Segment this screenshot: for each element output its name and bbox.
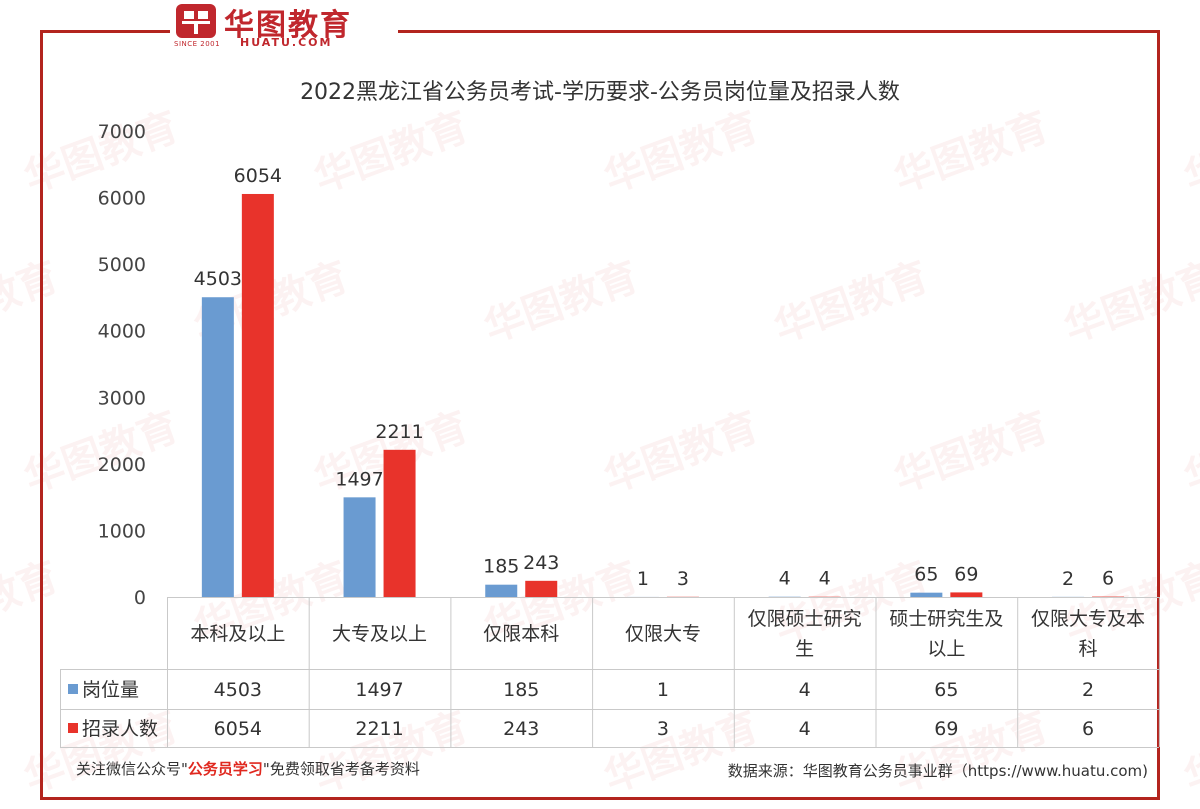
table-value-series2: 4 — [799, 718, 811, 740]
bar-series2 — [950, 592, 983, 597]
y-tick-label: 7000 — [98, 121, 146, 143]
footer-source: 数据来源：华图教育公务员事业群（https://www.huatu.com) — [727, 762, 1148, 780]
frame-top — [398, 30, 1160, 33]
y-tick-label: 4000 — [98, 321, 146, 343]
table-value-series2: 2211 — [355, 718, 403, 740]
footer-promo: 关注微信公众号"公务员学习"免费领取省考备考资料 — [76, 758, 420, 779]
x-category-label: 科 — [1079, 638, 1098, 660]
data-label-series1: 1497 — [335, 468, 383, 490]
x-category-label: 仅限大专及本 — [1031, 608, 1145, 630]
x-category-label: 大专及以上 — [332, 623, 427, 645]
data-label-series1: 65 — [914, 564, 938, 586]
logo-url: HUATU.COM — [240, 36, 333, 49]
x-category-label: 本科及以上 — [190, 623, 285, 645]
data-label-series1: 1 — [637, 568, 649, 590]
data-label-series2: 3 — [677, 568, 689, 590]
data-label-series2: 2211 — [375, 421, 423, 443]
legend-label-series2: 招录人数 — [82, 718, 158, 740]
bar-series2 — [383, 449, 416, 597]
bar-series1 — [343, 497, 376, 597]
data-label-series2: 6 — [1102, 568, 1114, 590]
x-category-label: 以上 — [927, 638, 965, 660]
y-tick-label: 6000 — [98, 188, 146, 210]
table-value-series2: 243 — [503, 718, 539, 740]
table-value-series1: 2 — [1082, 679, 1094, 701]
legend-key-series1 — [68, 684, 78, 694]
table-value-series2: 6054 — [214, 718, 262, 740]
legend-label-series1: 岗位量 — [82, 679, 139, 701]
table-value-series2: 6 — [1082, 718, 1094, 740]
logo-since: SINCE 2001 — [174, 40, 221, 48]
data-label-series1: 2 — [1062, 568, 1074, 590]
data-label-series2: 6054 — [234, 165, 282, 187]
x-category-label: 仅限硕士研究 — [748, 608, 862, 630]
y-tick-label: 0 — [134, 587, 146, 609]
footer-promo-prefix: 关注微信公众号" — [76, 760, 188, 778]
bar-series1 — [201, 297, 234, 597]
bar-series2 — [241, 193, 274, 598]
frame-bottom — [40, 797, 1160, 800]
table-value-series1: 4503 — [214, 679, 262, 701]
data-label-series2: 4 — [819, 568, 831, 590]
chart-title: 2022黑龙江省公务员考试-学历要求-公务员岗位量及招录人数 — [300, 80, 900, 105]
frame-top-left — [40, 30, 170, 33]
huatu-logo: SINCE 2001 华图教育 HUATU.COM — [172, 0, 394, 56]
table-value-series2: 3 — [657, 718, 669, 740]
logo-name: 华图教育 — [224, 8, 352, 43]
x-category-label: 仅限大专 — [625, 623, 701, 645]
table-value-series1: 185 — [503, 679, 539, 701]
bar-series1 — [910, 592, 943, 597]
legend-key-series2 — [68, 723, 78, 733]
data-label-series1: 4 — [779, 568, 791, 590]
bar-series1 — [485, 584, 518, 597]
x-category-label: 仅限本科 — [483, 623, 559, 645]
y-tick-label: 5000 — [98, 254, 146, 276]
frame-right — [1157, 30, 1160, 800]
table-value-series1: 65 — [934, 679, 958, 701]
bar-series2 — [525, 580, 558, 597]
y-tick-label: 3000 — [98, 387, 146, 409]
x-category-label: 硕士研究生及 — [889, 608, 1003, 630]
data-label-series1: 4503 — [194, 268, 242, 290]
frame-left — [40, 30, 43, 800]
data-label-series2: 243 — [523, 552, 559, 574]
data-label-series1: 185 — [483, 556, 519, 578]
x-category-label: 生 — [795, 638, 814, 660]
y-tick-label: 1000 — [98, 520, 146, 542]
huatu-logo-icon — [176, 4, 216, 38]
table-value-series1: 1497 — [355, 679, 403, 701]
table-value-series1: 1 — [657, 679, 669, 701]
data-label-series2: 69 — [954, 563, 978, 585]
table-value-series1: 4 — [799, 679, 811, 701]
footer-promo-highlight: 公务员学习 — [187, 760, 263, 778]
footer-promo-suffix: "免费领取省考备考资料 — [262, 760, 420, 778]
y-tick-label: 2000 — [98, 454, 146, 476]
table-value-series2: 69 — [934, 718, 958, 740]
